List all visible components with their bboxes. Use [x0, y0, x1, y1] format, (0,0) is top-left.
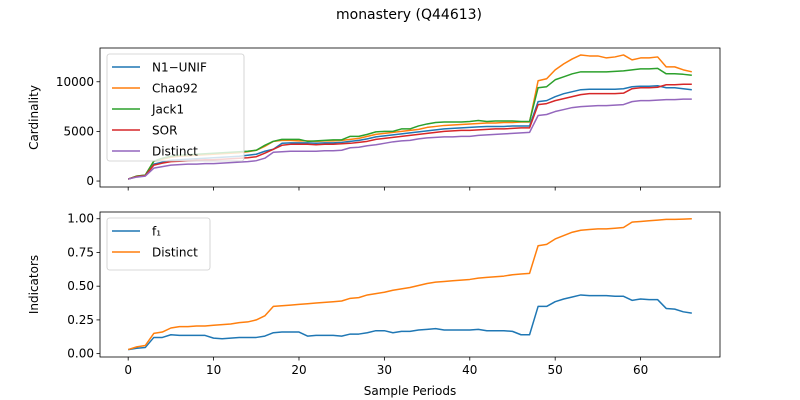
y-tick-label: 0.25	[67, 313, 94, 327]
y-tick-label: 0.00	[67, 347, 94, 361]
legend-label: Distinct	[152, 246, 198, 260]
x-tick-label: 40	[462, 363, 477, 377]
x-axis-label: Sample Periods	[364, 384, 456, 398]
x-tick-label: 60	[633, 363, 648, 377]
x-tick-label: 20	[291, 363, 306, 377]
series-line-1-1	[127, 217, 692, 351]
x-tick-label: 0	[124, 363, 132, 377]
legend: N1−UNIF Chao92 Jack1 SOR Distinct	[106, 53, 245, 162]
legend: f₁ Distinct	[106, 217, 211, 271]
y-axis-label: Indicators	[27, 255, 41, 314]
y-tick-label: 10000	[56, 75, 94, 89]
legend-label: Jack1	[151, 103, 184, 117]
y-tick-label: 0.50	[67, 279, 94, 293]
x-tick-label: 30	[377, 363, 392, 377]
legend-label: Chao92	[152, 82, 198, 96]
series-line-1-0	[128, 294, 692, 351]
y-tick-label: 1.00	[67, 212, 94, 226]
y-tick-label: 5000	[63, 124, 94, 138]
legend-label: f₁	[152, 225, 161, 239]
y-axis-label: Cardinality	[27, 85, 41, 150]
legend-box	[106, 53, 245, 162]
indicators-panel: 0.00 0.25 0.50 0.75 1.00 0 10 20 30 40 50 60 Indicat…	[27, 211, 721, 398]
x-tick-label: 50	[548, 363, 563, 377]
cardinality-panel: 0 5000 10000 Cardinality N1−UNIF Chao92 Jack1 S…	[27, 47, 721, 191]
y-tick-label: 0.75	[67, 245, 94, 259]
figure-title: monastery (Q44613)	[336, 7, 482, 23]
legend-label: SOR	[152, 124, 177, 138]
x-tick-label: 10	[206, 363, 221, 377]
legend-label: Distinct	[152, 145, 198, 159]
legend-label: N1−UNIF	[152, 61, 207, 75]
series-line-0-4	[128, 98, 692, 180]
axes-frame	[99, 47, 721, 188]
axes-frame	[99, 211, 721, 358]
y-tick-label: 0	[86, 174, 94, 188]
